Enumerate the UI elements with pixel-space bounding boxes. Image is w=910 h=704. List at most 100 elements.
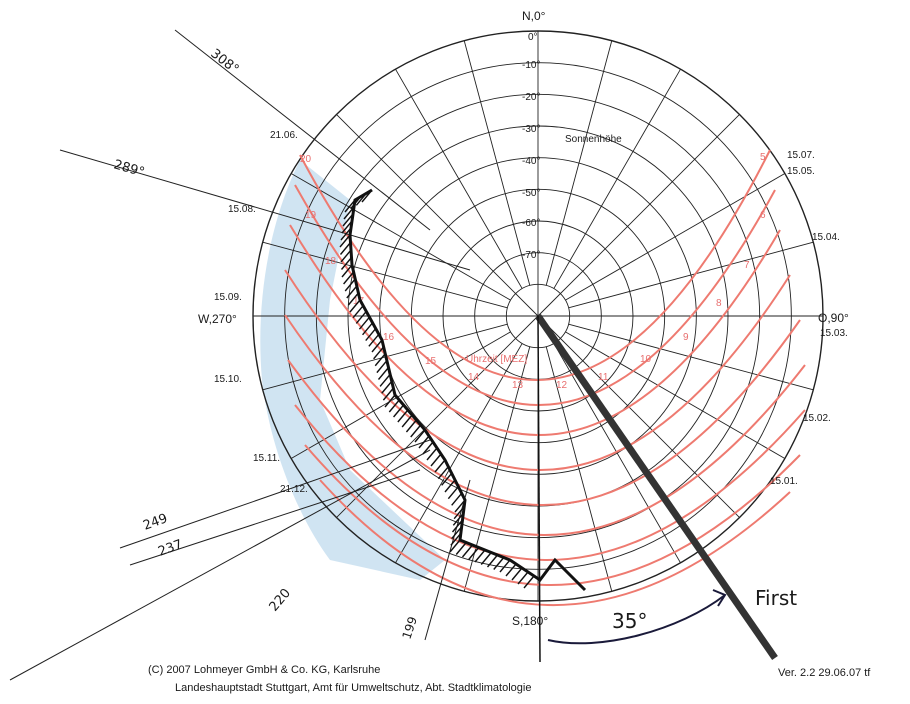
hatch-stroke (343, 206, 355, 220)
hatch-stroke (449, 539, 461, 553)
hatch-stroke (371, 339, 383, 353)
hatch-stroke (397, 409, 409, 423)
hatch-stroke (339, 234, 351, 248)
hatch-stroke (388, 399, 400, 413)
hatch-stroke (349, 299, 361, 313)
hour-label: 7 (744, 260, 750, 271)
azimuth-line (568, 241, 814, 309)
hatch-stroke (426, 447, 438, 461)
date-15-03: 15.03. (820, 328, 848, 339)
hatch-stroke (461, 544, 474, 558)
date-15-07: 15.07. (787, 150, 815, 161)
ridge-label: First (755, 586, 797, 610)
hatch-stroke (480, 552, 492, 565)
south-label: S,180° (512, 614, 548, 628)
sun-path-arc (289, 224, 781, 436)
hatch-stroke (376, 360, 388, 374)
hatch-stroke (422, 441, 434, 455)
annotation-289: 289° (112, 157, 146, 180)
hatch-stroke (451, 519, 464, 533)
sun-path-arc (319, 479, 791, 607)
annotation-249: 249 (141, 511, 169, 534)
hatch-stroke (523, 575, 535, 589)
hatch-stroke (365, 328, 377, 342)
hour-label: 20 (300, 154, 312, 165)
version-text: Ver. 2.2 29.06.07 tf (778, 667, 871, 679)
hour-label: 15 (425, 356, 437, 367)
hatch-stroke (381, 380, 393, 394)
date-15-08: 15.08. (228, 204, 256, 215)
hatch-stroke (358, 316, 370, 330)
date-15-01: 15.01. (770, 476, 798, 487)
obstruction-outline (339, 188, 587, 592)
hatch-stroke (451, 492, 463, 506)
hatch-stroke (393, 404, 405, 418)
hatch-stroke (405, 419, 417, 433)
time-axis-label: Uhrzeit [MEZ] (466, 354, 527, 365)
hatch-stroke (355, 310, 367, 324)
east-label: O,90° (818, 311, 849, 325)
hatch-stroke (447, 486, 459, 500)
hatch-stroke (434, 459, 446, 473)
hatch-stroke (505, 563, 517, 577)
azimuth-line (290, 331, 511, 459)
hatch-stroke (474, 549, 486, 563)
hatch-stroke (499, 559, 511, 573)
sun-path-arc (294, 404, 806, 561)
hour-label: 12 (556, 380, 568, 391)
altitude-label-50: -50° (522, 188, 540, 199)
sight-lines (9, 29, 471, 681)
azimuth-line (463, 346, 531, 592)
hour-label: 19 (305, 210, 317, 221)
azimuth-line (545, 346, 613, 592)
hatch-stroke (517, 571, 529, 585)
hatch-stroke (368, 333, 380, 347)
hatch-stroke (361, 189, 373, 203)
hour-label: 13 (512, 380, 524, 391)
west-label: W,270° (198, 312, 237, 326)
altitude-title: Sonnenhöhe (565, 134, 622, 145)
hatch-stroke (453, 506, 465, 520)
authority-text: Landeshauptstadt Stuttgart, Amt für Umwe… (175, 682, 532, 694)
hatch-stroke (418, 435, 430, 449)
angle-35-label: 35° (612, 609, 647, 633)
azimuth-line (565, 331, 786, 459)
hour-label: 11 (598, 372, 609, 383)
obstruction-shading (260, 160, 445, 580)
date-15-05: 15.05. (787, 166, 815, 177)
date-15-04: 15.04. (812, 232, 840, 243)
hour-label: 14 (468, 372, 480, 383)
hatch-stroke (377, 367, 390, 380)
annotation-308: 308° (208, 46, 242, 77)
azimuth-line (537, 315, 740, 518)
date-15-11: 15.11. (253, 453, 280, 464)
altitude-label-10: -10° (522, 60, 540, 71)
hatch-stroke (437, 466, 449, 480)
azimuth-line (463, 40, 531, 286)
hatch-stroke (452, 512, 464, 526)
sun-path-arc (294, 184, 776, 406)
date-15-10: 15.10. (214, 374, 242, 385)
azimuth-line (395, 343, 523, 564)
hatch-stroke (455, 542, 467, 555)
copyright-text: (C) 2007 Lohmeyer GmbH & Co. KG, Karlsru… (148, 664, 381, 676)
hatch-stroke (374, 353, 386, 367)
hatch-stroke (410, 424, 422, 438)
hour-label: 8 (716, 298, 722, 309)
sun-path-arc (284, 314, 801, 506)
ridge-line (535, 314, 778, 663)
altitude-label-40: -40° (522, 156, 540, 167)
hatch-stroke (340, 249, 352, 263)
hatch-stroke (341, 220, 353, 234)
azimuth-line (537, 114, 740, 317)
hatch-stroke (379, 373, 391, 387)
altitude-label-20: -20° (522, 92, 540, 103)
hatch-stroke (444, 479, 456, 493)
azimuth-line (545, 40, 613, 286)
date-15-02: 15.02. (803, 413, 831, 424)
hatch-stroke (382, 387, 394, 401)
sun-path-arc (287, 359, 806, 536)
hatch-stroke (342, 213, 354, 227)
